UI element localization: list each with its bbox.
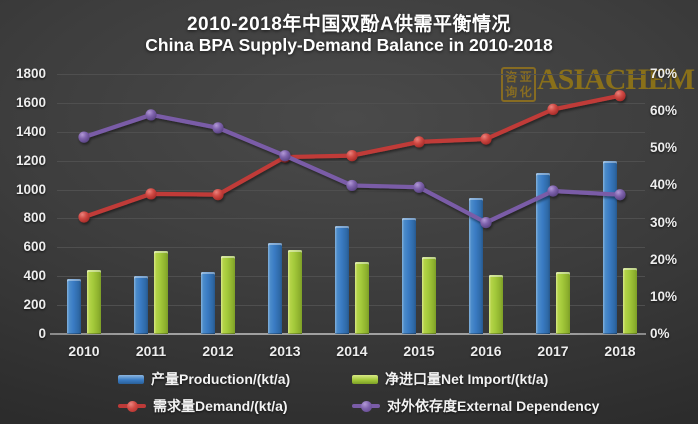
legend-swatch-red-icon — [118, 400, 146, 412]
x-axis-label: 2017 — [537, 343, 569, 359]
y-axis-label-right: 20% — [650, 251, 678, 267]
bar-net-import — [422, 256, 436, 334]
y-axis-label-left: 1600 — [15, 94, 46, 110]
y-axis-label-left: 400 — [23, 268, 46, 284]
y-axis-label-left: 1200 — [15, 152, 46, 168]
y-axis-label-left: 600 — [23, 239, 46, 255]
bar-production — [536, 172, 550, 334]
grid-line — [57, 276, 645, 278]
legend-item-blue: 产量Production/(kt/a) — [118, 369, 352, 389]
legend-item-purple: 对外依存度External Dependency — [352, 396, 599, 416]
legend-swatch-blue-icon — [118, 374, 144, 384]
bar-production — [335, 225, 349, 334]
grid-line — [57, 131, 645, 133]
legend-swatch-green-icon — [352, 374, 378, 384]
bar-net-import — [623, 268, 637, 334]
chart-legend: 产量Production/(kt/a) 净进口量Net Import/(kt/a)… — [118, 369, 599, 416]
y-axis-label-left: 0 — [38, 326, 46, 341]
x-axis-label: 2014 — [336, 343, 368, 359]
y-axis-label-left: 1400 — [15, 123, 46, 139]
legend-label: 需求量Demand/(kt/a) — [153, 398, 288, 414]
y-axis-label-left: 800 — [23, 210, 46, 226]
y-axis-label-left: 1000 — [15, 181, 46, 197]
grid-line — [57, 74, 645, 75]
chart-title-chinese: 2010-2018年中国双酚A供需平衡情况 — [186, 14, 512, 35]
grid-line — [57, 160, 645, 162]
x-axis-label: 2015 — [403, 343, 435, 359]
y-axis-label-right: 0% — [650, 326, 670, 341]
bar-net-import — [355, 261, 369, 334]
grid-line — [57, 247, 645, 249]
y-axis-label-left: 200 — [23, 297, 46, 313]
x-axis-label: 2011 — [135, 343, 167, 359]
bar-production — [469, 197, 483, 334]
y-axis-label-left: 1800 — [15, 66, 46, 81]
bar-production — [134, 276, 148, 334]
x-axis-line — [50, 333, 646, 335]
y-axis-label-right: 40% — [650, 177, 678, 193]
legend-swatch-purple-icon — [352, 400, 380, 412]
bar-net-import — [87, 270, 101, 334]
bar-net-import — [221, 256, 235, 334]
x-axis-label: 2012 — [202, 343, 234, 359]
legend-item-red: 需求量Demand/(kt/a) — [118, 396, 352, 416]
bar-production — [201, 271, 215, 334]
grid-line — [57, 218, 645, 220]
legend-label: 对外依存度External Dependency — [387, 398, 600, 414]
y-axis-label-right: 30% — [650, 214, 678, 230]
grid-line — [57, 102, 645, 104]
bar-production — [402, 217, 416, 334]
grid-line — [57, 189, 645, 191]
legend-label: 产量Production/(kt/a) — [151, 371, 291, 387]
bar-net-import — [288, 249, 302, 334]
bar-net-import — [154, 250, 168, 334]
bar-net-import — [556, 271, 570, 334]
bar-net-import — [489, 274, 503, 334]
y-axis-label-right: 50% — [650, 140, 678, 156]
x-axis-label: 2018 — [604, 343, 636, 359]
legend-label: 净进口量Net Import/(kt/a) — [385, 371, 549, 387]
x-axis-label: 2016 — [470, 343, 502, 359]
bar-production — [603, 160, 617, 334]
x-axis-label: 2010 — [68, 343, 100, 359]
y-axis-label-right: 60% — [650, 103, 678, 119]
y-axis-label-right: 10% — [650, 288, 678, 304]
grid-line — [57, 305, 645, 307]
y-axis-label-right: 70% — [650, 66, 678, 81]
bar-production — [268, 243, 282, 334]
x-axis-label: 2013 — [269, 343, 301, 359]
bar-production — [67, 279, 81, 334]
legend-item-green: 净进口量Net Import/(kt/a) — [352, 369, 599, 389]
chart-title-english: China BPA Supply-Demand Balance in 2010-… — [145, 35, 553, 55]
